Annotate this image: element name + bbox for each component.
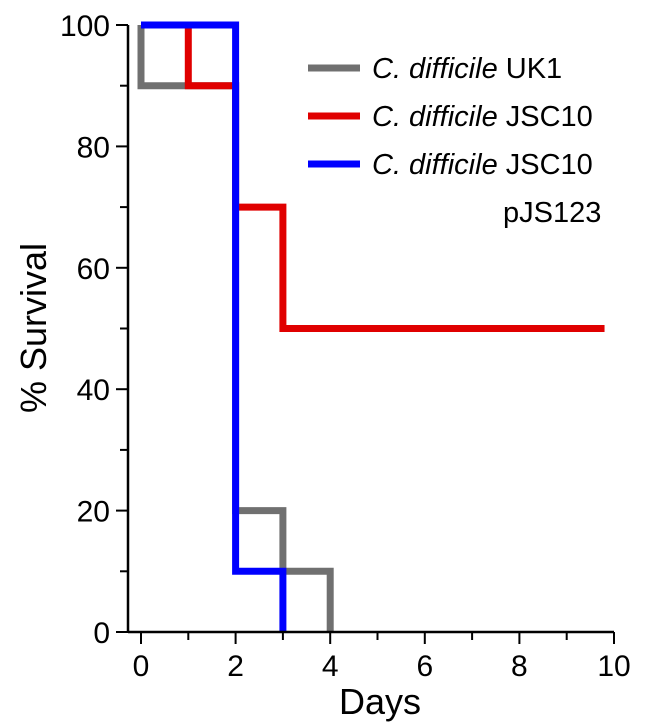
legend-label-italic: C. difficile [372, 53, 498, 85]
legend-label-plasmid: pJS123 [503, 197, 601, 229]
x-tick-label: 8 [511, 650, 528, 683]
y-tick-label: 60 [77, 253, 110, 286]
y-tick-label: 0 [93, 617, 110, 650]
x-tick-label: 10 [597, 650, 630, 683]
legend-label-italic: C. difficile [372, 101, 498, 133]
legend-label-0: C. difficile UK1 [372, 53, 562, 85]
x-tick-label: 0 [133, 650, 150, 683]
legend-label-2: C. difficile JSC10 [372, 149, 593, 181]
legend-label-1: C. difficile JSC10 [372, 101, 593, 133]
legend-label-strain: JSC10 [498, 149, 593, 181]
series-line-2 [141, 21, 287, 632]
y-tick-label: 20 [77, 496, 110, 529]
series-layer [137, 21, 605, 632]
legend-label-italic: C. difficile [372, 149, 498, 181]
legend-label-strain: UK1 [498, 53, 562, 85]
x-axis-title: Days [339, 681, 421, 722]
legend-label-strain: JSC10 [498, 101, 593, 133]
x-tick-label: 2 [227, 650, 244, 683]
series-line-0 [137, 25, 334, 632]
y-tick-label: 100 [60, 10, 110, 43]
x-tick-label: 6 [416, 650, 433, 683]
y-axis-title: % Survival [13, 243, 54, 413]
y-tick-label: 40 [77, 374, 110, 407]
x-tick-label: 4 [322, 650, 339, 683]
y-tick-label: 80 [77, 131, 110, 164]
